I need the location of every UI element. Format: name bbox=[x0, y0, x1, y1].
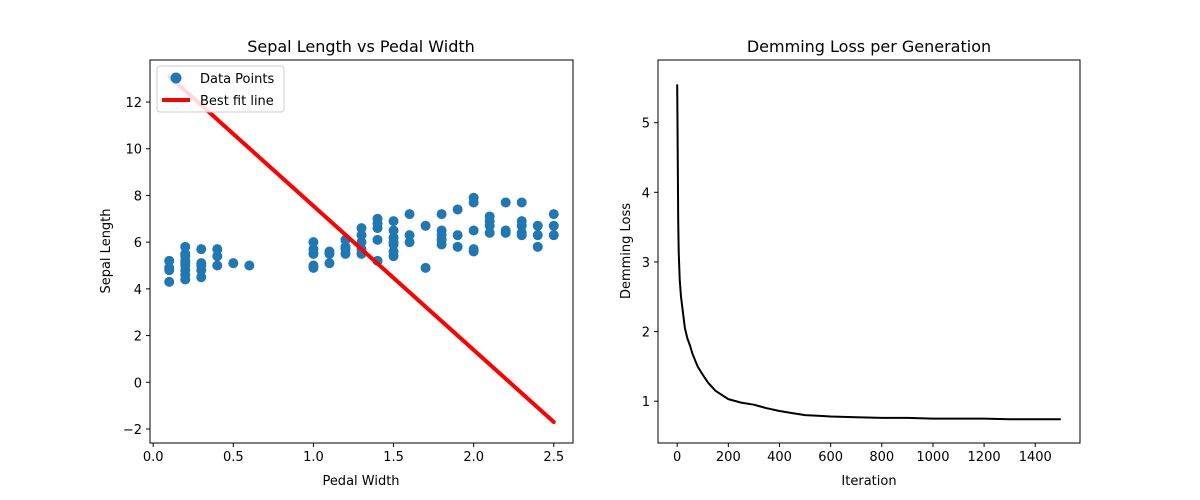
data-point bbox=[164, 255, 175, 266]
data-point bbox=[436, 209, 447, 220]
y-tick-label: 2 bbox=[134, 330, 142, 345]
data-point bbox=[308, 244, 319, 255]
data-point bbox=[548, 230, 559, 241]
data-point bbox=[484, 227, 495, 238]
data-point bbox=[164, 262, 175, 273]
y-tick-label: −2 bbox=[123, 423, 142, 438]
y-axis-label: Sepal Length bbox=[99, 208, 114, 293]
data-point bbox=[212, 244, 223, 255]
data-point bbox=[196, 272, 207, 283]
y-tick-label: 1 bbox=[642, 395, 650, 410]
y-tick-label: 8 bbox=[134, 189, 142, 204]
data-point bbox=[500, 225, 511, 236]
data-point bbox=[356, 223, 367, 234]
plot-frame bbox=[149, 59, 574, 444]
chart-title: Sepal Length vs Pedal Width bbox=[247, 37, 475, 56]
y-tick-label: 5 bbox=[642, 117, 650, 132]
data-point bbox=[180, 248, 191, 259]
data-point bbox=[324, 246, 335, 257]
data-point bbox=[324, 258, 335, 269]
data-point bbox=[500, 197, 511, 208]
data-point bbox=[308, 260, 319, 271]
data-point bbox=[244, 260, 255, 271]
data-point bbox=[468, 244, 479, 255]
plot-frame bbox=[657, 59, 1081, 444]
data-point bbox=[436, 225, 447, 236]
x-tick-label: 1000 bbox=[916, 450, 949, 465]
y-tick-label: 2 bbox=[642, 326, 650, 341]
x-tick-label: 1400 bbox=[1019, 450, 1052, 465]
data-point bbox=[404, 230, 415, 241]
x-tick-label: 0.0 bbox=[143, 450, 164, 465]
data-point bbox=[340, 241, 351, 252]
y-tick-label: 4 bbox=[134, 283, 142, 298]
x-tick-label: 2.0 bbox=[463, 450, 484, 465]
data-point bbox=[308, 237, 319, 248]
best-fit-line bbox=[167, 74, 556, 424]
legend-marker-data-points bbox=[170, 72, 182, 84]
data-point bbox=[180, 241, 191, 252]
x-tick-label: 1.0 bbox=[303, 450, 324, 465]
line-chart: Demming Loss per Generation 0 200 400 600 80… bbox=[619, 37, 1081, 489]
data-point bbox=[452, 241, 463, 252]
legend: Data Points Best fit line bbox=[156, 65, 285, 113]
data-point bbox=[212, 251, 223, 262]
loss-curve bbox=[676, 84, 1061, 421]
x-tick-label: 200 bbox=[716, 450, 741, 465]
data-point bbox=[516, 197, 527, 208]
data-point bbox=[388, 246, 399, 257]
data-point bbox=[388, 216, 399, 227]
data-point bbox=[404, 237, 415, 248]
x-tick-label: 1200 bbox=[968, 450, 1001, 465]
data-point bbox=[532, 230, 543, 241]
data-point bbox=[532, 241, 543, 252]
x-tick-label: 0 bbox=[673, 450, 681, 465]
scatter-chart: Sepal Length vs Pedal Width 0.0 0.5 1.0 1.5… bbox=[99, 37, 574, 489]
x-tick-label: 2.5 bbox=[543, 450, 564, 465]
legend-label-data-points: Data Points bbox=[200, 72, 274, 87]
x-tick-label: 800 bbox=[869, 450, 894, 465]
data-point bbox=[388, 232, 399, 243]
y-tick-label: 10 bbox=[125, 143, 142, 158]
x-axis-label: Pedal Width bbox=[322, 474, 399, 489]
data-point bbox=[228, 258, 239, 269]
data-point bbox=[484, 211, 495, 222]
x-tick-label: 600 bbox=[818, 450, 843, 465]
data-point bbox=[452, 230, 463, 241]
y-tick-label: 0 bbox=[134, 376, 142, 391]
data-point bbox=[532, 220, 543, 231]
data-point bbox=[372, 234, 383, 245]
data-point bbox=[468, 225, 479, 236]
data-point bbox=[420, 262, 431, 273]
x-tick-label: 0.5 bbox=[223, 450, 244, 465]
data-point bbox=[468, 192, 479, 203]
data-point bbox=[372, 213, 383, 224]
data-point bbox=[516, 216, 527, 227]
data-point bbox=[196, 258, 207, 269]
x-tick-label: 1.5 bbox=[383, 450, 404, 465]
data-point bbox=[516, 227, 527, 238]
data-point bbox=[452, 204, 463, 215]
data-point bbox=[404, 209, 415, 220]
chart-title: Demming Loss per Generation bbox=[747, 37, 991, 56]
x-axis-label: Iteration bbox=[841, 474, 896, 489]
data-point bbox=[548, 209, 559, 220]
data-point bbox=[548, 220, 559, 231]
y-tick-label: 3 bbox=[642, 256, 650, 271]
data-point bbox=[356, 230, 367, 241]
y-axis-label: Demming Loss bbox=[619, 203, 634, 299]
y-tick-label: 12 bbox=[125, 96, 142, 111]
data-point bbox=[196, 244, 207, 255]
data-point bbox=[388, 225, 399, 236]
x-tick-label: 400 bbox=[767, 450, 792, 465]
y-tick-label: 4 bbox=[642, 186, 650, 201]
y-tick-label: 6 bbox=[134, 236, 142, 251]
data-point bbox=[420, 220, 431, 231]
data-point bbox=[164, 276, 175, 287]
legend-label-best-fit-line: Best fit line bbox=[200, 94, 274, 109]
data-point bbox=[212, 260, 223, 271]
